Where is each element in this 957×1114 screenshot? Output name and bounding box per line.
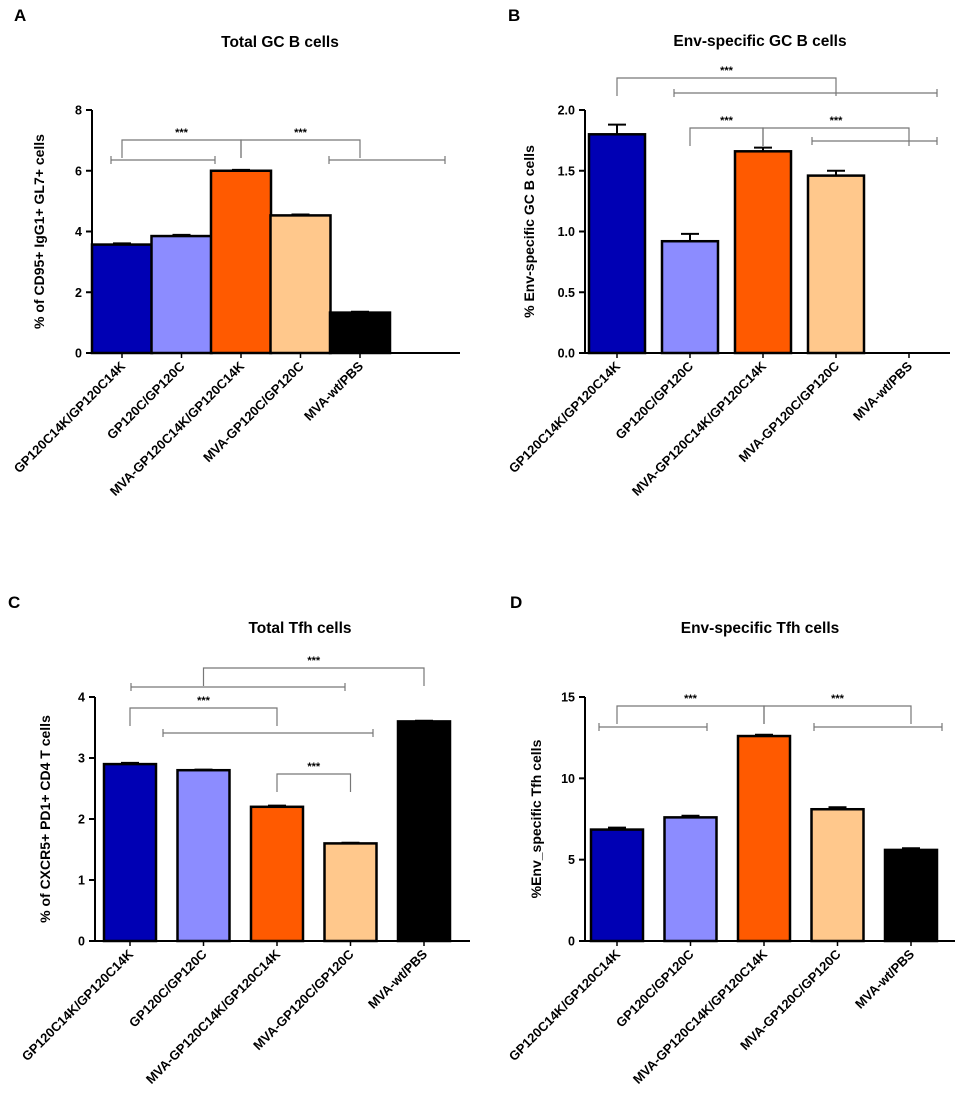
y-tick-label: 0 [75, 347, 82, 361]
significance-bracket [202, 667, 425, 686]
x-tick-label: GP120C/GP120C [613, 946, 697, 1030]
y-tick-label: 1.5 [558, 164, 575, 178]
x-tick-label: MVA-wt/PBS [301, 358, 366, 423]
significance-bracket [276, 773, 352, 792]
significance-label: *** [684, 693, 698, 705]
panel-letter: B [508, 6, 520, 25]
bar [269, 214, 332, 355]
x-tick-label: MVA-wt/PBS [850, 358, 915, 423]
significance-label: *** [720, 65, 734, 77]
y-axis-label: % Env-specific GC B cells [521, 145, 537, 318]
significance-label: *** [197, 695, 211, 707]
y-tick-label: 5 [568, 853, 575, 867]
y-axis-label: % of CXCR5+ PD1+ CD4 T cells [37, 715, 53, 923]
y-tick-label: 0.5 [558, 286, 575, 300]
significance-bracket [762, 127, 910, 146]
significance-label: *** [720, 115, 734, 127]
y-tick-label: 3 [78, 752, 85, 766]
chart-title: Total Tfh cells [248, 620, 351, 637]
bar [396, 720, 452, 943]
x-tick-label: GP120C14K/GP120C14K [506, 358, 624, 476]
x-tick-label: MVA-wt/PBS [852, 946, 917, 1011]
bar [806, 174, 866, 355]
x-tick-label: MVA-GP120C14K/GP120C14K [630, 946, 771, 1087]
x-tick-label: GP120C/GP120C [612, 358, 696, 442]
panel-letter: C [8, 593, 20, 612]
chart-title: Env-specific GC B cells [673, 33, 846, 50]
significance-bracket [121, 139, 242, 158]
bar [249, 805, 305, 943]
bar [102, 762, 158, 943]
bar [663, 816, 718, 943]
significance-bracket [616, 705, 765, 724]
panel-letter: D [510, 593, 522, 612]
x-tick-label: MVA-GP120C/GP120C [200, 358, 307, 465]
panel-A: A Total GC B cells % of CD95+ IgG1+ GL7+ c… [11, 6, 460, 499]
y-tick-label: 4 [75, 225, 82, 239]
bar [323, 842, 378, 943]
significance-bracket [616, 77, 837, 96]
chart-title: Env-specific Tfh cells [681, 620, 840, 637]
bar [328, 311, 392, 355]
significance-bracket [763, 705, 912, 724]
bar [733, 150, 793, 355]
y-axis-label: %Env_specific Tfh cells [528, 739, 544, 898]
y-tick-label: 2 [75, 286, 82, 300]
x-tick-label: GP120C14K/GP120C14K [19, 946, 137, 1064]
x-tick-label: GP120C/GP120C [126, 946, 210, 1030]
bar [736, 734, 792, 943]
y-tick-label: 0 [78, 935, 85, 949]
x-tick-label: MVA-GP120C14K/GP120C14K [143, 946, 284, 1087]
panel-B: B Env-specific GC B cells % Env-specific G… [506, 6, 950, 499]
significance-label: *** [831, 693, 845, 705]
x-tick-label: GP120C14K/GP120C14K [11, 358, 129, 476]
y-tick-label: 8 [75, 104, 82, 118]
bar [589, 828, 645, 943]
y-tick-label: 10 [561, 772, 575, 786]
panel-C: C Total Tfh cells % of CXCR5+ PD1+ CD4 T c… [8, 593, 470, 1087]
bar [209, 169, 273, 355]
x-tick-label: MVA-wt/PBS [365, 946, 430, 1011]
chart-title: Total GC B cells [221, 34, 339, 51]
bar [176, 768, 231, 943]
bar [587, 133, 647, 355]
y-tick-label: 4 [78, 691, 85, 705]
y-tick-label: 6 [75, 164, 82, 178]
y-tick-label: 2 [78, 813, 85, 827]
panel-letter: A [14, 6, 26, 25]
significance-label: *** [830, 115, 844, 127]
y-tick-label: 0 [568, 935, 575, 949]
y-tick-label: 15 [561, 691, 575, 705]
y-tick-label: 1.0 [558, 225, 575, 239]
significance-bracket [129, 707, 278, 726]
significance-bracket [240, 139, 361, 158]
y-tick-label: 1 [78, 874, 85, 888]
bar [810, 807, 865, 943]
significance-label: *** [307, 655, 321, 667]
bar [90, 243, 154, 355]
y-tick-label: 0.0 [558, 347, 575, 361]
y-axis-label: % of CD95+ IgG1+ GL7+ cells [31, 134, 47, 329]
bar [883, 848, 939, 943]
y-tick-label: 2.0 [558, 104, 575, 118]
x-tick-label: MVA-GP120C14K/GP120C14K [629, 358, 770, 499]
significance-label: *** [175, 127, 189, 139]
significance-bracket [689, 127, 764, 146]
significance-label: *** [294, 127, 308, 139]
panel-D: D Env-specific Tfh cells %Env_specific Tfh… [506, 593, 955, 1087]
bar [150, 234, 213, 355]
significance-label: *** [307, 761, 321, 773]
x-tick-label: GP120C14K/GP120C14K [506, 946, 624, 1064]
bar [660, 239, 720, 355]
